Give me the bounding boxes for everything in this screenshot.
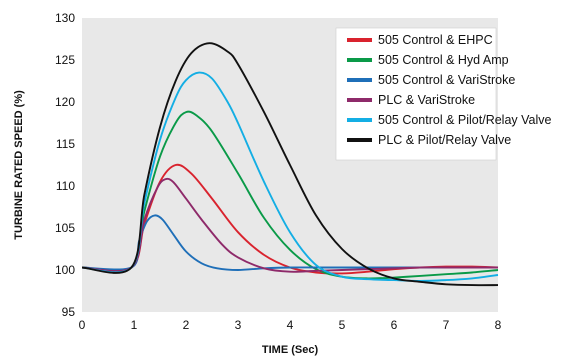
y-tick-label: 125	[55, 53, 75, 67]
x-tick-label: 2	[183, 318, 190, 332]
legend-label: 505 Control & Hyd Amp	[378, 53, 509, 67]
x-tick-label: 0	[79, 318, 86, 332]
y-tick-label: 100	[55, 263, 75, 277]
y-tick-label: 95	[62, 305, 76, 319]
y-tick-label: 110	[56, 179, 75, 193]
legend-label: PLC & Pilot/Relay Valve	[378, 133, 511, 147]
x-tick-label: 1	[131, 318, 138, 332]
x-axis-label: TIME (Sec)	[262, 344, 319, 356]
legend-label: 505 Control & VariStroke	[378, 73, 515, 87]
legend: 505 Control & EHPC 505 Control & Hyd Amp 5…	[335, 27, 552, 161]
x-tick-label: 6	[391, 318, 398, 332]
series-line-4	[81, 177, 498, 273]
x-tick-label: 5	[339, 318, 346, 332]
series-line-6	[81, 42, 499, 287]
axes: 0 1 2 3 4 5 6 7 8 95 100 105 110 115 120 125 130	[55, 11, 502, 332]
y-tick-label: 105	[55, 221, 75, 235]
y-axis-label: TURBINE RATED SPEED (%)	[13, 90, 25, 240]
y-tick-label: 120	[55, 95, 75, 109]
x-tick-label: 7	[443, 318, 450, 332]
x-tick-label: 3	[235, 318, 242, 332]
series-layer	[81, 42, 499, 287]
legend-label: PLC & VariStroke	[378, 93, 475, 107]
legend-label: 505 Control & EHPC	[378, 33, 493, 47]
y-tick-label: 130	[55, 11, 75, 25]
x-tick-label: 4	[287, 318, 294, 332]
legend-label: 505 Control & Pilot/Relay Valve	[378, 113, 552, 127]
y-tick-label: 115	[56, 137, 75, 151]
series-line-2	[81, 110, 499, 280]
x-tick-label: 8	[495, 318, 502, 332]
